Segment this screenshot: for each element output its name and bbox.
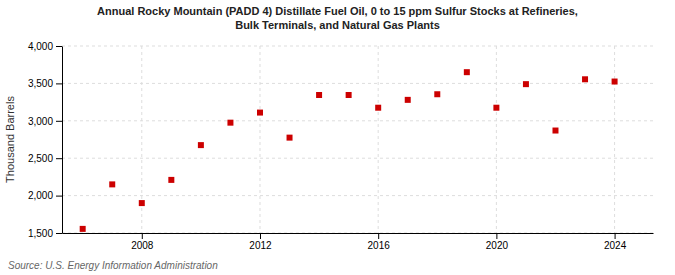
point — [80, 226, 86, 232]
grid-line — [62, 233, 653, 234]
point — [198, 142, 204, 148]
grid-line — [62, 158, 653, 159]
tick-label: 1,500 — [28, 228, 53, 239]
point — [493, 105, 499, 111]
plot: 2008 2012 2016 2020 2024 1,500 2,000 2,500 3,000… — [28, 41, 654, 251]
x-axis: 2008 2012 2016 2020 2024 — [63, 233, 654, 251]
point — [109, 181, 115, 187]
title-line: Bulk Terminals, and Natural Gas Plants — [235, 19, 440, 31]
tick-label: 2008 — [131, 240, 154, 251]
tick-mark — [378, 233, 379, 239]
title-line: Annual Rocky Mountain (PADD 4) Distillat… — [97, 5, 578, 17]
tick-label: 2,500 — [28, 153, 53, 164]
point — [523, 81, 529, 87]
tick-label: 2,000 — [28, 190, 53, 201]
y-axis-title: Thousand Barrels — [4, 96, 16, 183]
tick-label: 2016 — [368, 240, 391, 251]
tick: 2,000 — [28, 190, 62, 201]
tick-mark — [142, 233, 143, 239]
tick-label: 2020 — [486, 240, 509, 251]
point — [257, 110, 263, 116]
grid-line — [259, 46, 260, 233]
grid-line — [62, 120, 653, 121]
title: Annual Rocky Mountain (PADD 4) Distillat… — [97, 5, 578, 31]
tick: 2012 — [249, 233, 272, 251]
y-axis: 1,500 2,000 2,500 3,000 3,500 4,000 — [28, 41, 63, 239]
grid-line — [496, 46, 497, 233]
point — [346, 92, 352, 98]
grid-line — [378, 46, 379, 233]
tick-mark — [56, 121, 62, 122]
point — [227, 120, 233, 126]
point — [434, 91, 440, 97]
tick-mark — [56, 83, 62, 84]
tick-mark — [260, 233, 261, 239]
tick-label: 2024 — [604, 240, 627, 251]
tick: 2024 — [604, 233, 627, 251]
tick-mark — [56, 233, 62, 234]
tick-label: 3,000 — [28, 116, 53, 127]
axis-line — [63, 233, 654, 234]
tick-mark — [56, 46, 62, 47]
point — [168, 177, 174, 183]
point — [464, 69, 470, 75]
tick-mark — [56, 158, 62, 159]
source: Source: U.S. Energy Information Administ… — [8, 260, 218, 271]
grid-line — [62, 83, 653, 84]
point — [612, 79, 618, 85]
tick: 2020 — [486, 233, 509, 251]
tick: 2008 — [131, 233, 154, 251]
grid-line — [62, 195, 653, 196]
chart: Annual Rocky Mountain (PADD 4) Distillat… — [0, 0, 675, 275]
tick-mark — [56, 196, 62, 197]
tick: 2016 — [368, 233, 391, 251]
point — [552, 128, 558, 134]
tick-label: 2012 — [249, 240, 272, 251]
point — [139, 200, 145, 206]
tick: 2,500 — [28, 153, 62, 164]
point — [405, 97, 411, 103]
point — [375, 105, 381, 111]
grid-line — [62, 46, 653, 47]
tick-label: 4,000 — [28, 41, 53, 52]
tick-mark — [615, 233, 616, 239]
axis-line — [62, 47, 63, 234]
points — [80, 69, 618, 232]
tick: 4,000 — [28, 41, 62, 52]
grid — [62, 46, 653, 233]
point — [316, 92, 322, 98]
point — [287, 135, 293, 141]
tick: 1,500 — [28, 228, 62, 239]
tick: 3,000 — [28, 116, 62, 127]
point — [582, 76, 588, 82]
tick-mark — [496, 233, 497, 239]
grid-line — [614, 46, 615, 233]
tick-label: 3,500 — [28, 78, 53, 89]
tick: 3,500 — [28, 78, 62, 89]
